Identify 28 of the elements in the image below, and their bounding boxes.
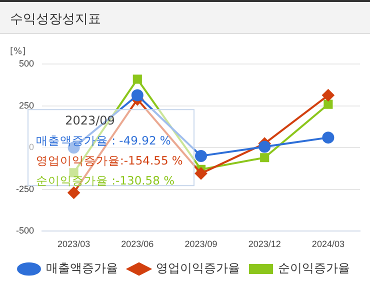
point bbox=[131, 89, 144, 102]
y-tick-label: 0 bbox=[29, 142, 34, 152]
point bbox=[260, 153, 270, 162]
y-tick-label: 250 bbox=[18, 100, 34, 110]
y-tick-label: 500 bbox=[18, 58, 34, 68]
annotation: 영업이익증가율:-154.55 % bbox=[36, 154, 183, 168]
x-tick-label: 2023/06 bbox=[121, 239, 154, 250]
legend-label: 순이익증가율 bbox=[278, 261, 350, 276]
y-axis-title: [%] bbox=[10, 46, 26, 57]
annotation: 매출액증가율 : -49.92 % bbox=[36, 134, 171, 148]
chart-title: 수익성장성지표 bbox=[0, 0, 370, 34]
point bbox=[195, 167, 208, 180]
point bbox=[258, 140, 271, 153]
point bbox=[322, 89, 334, 102]
x-tick-label: 2024/03 bbox=[312, 239, 344, 250]
x-tick-label: 2023/12 bbox=[248, 239, 281, 250]
point bbox=[68, 186, 80, 199]
y-tick-label: -500 bbox=[16, 226, 34, 236]
y-tick-label: -250 bbox=[16, 184, 34, 194]
legend-label: 매출액증가율 bbox=[46, 261, 118, 276]
x-tick-label: 2023/03 bbox=[58, 239, 90, 250]
legend-label: 영업이익증가율 bbox=[156, 261, 240, 276]
point bbox=[322, 132, 334, 144]
x-tick-label: 2023/09 bbox=[184, 239, 218, 250]
annotation: 순이익증가율 :-130.58 % bbox=[36, 174, 175, 188]
point bbox=[195, 150, 208, 162]
point bbox=[132, 74, 142, 84]
point bbox=[324, 100, 333, 109]
